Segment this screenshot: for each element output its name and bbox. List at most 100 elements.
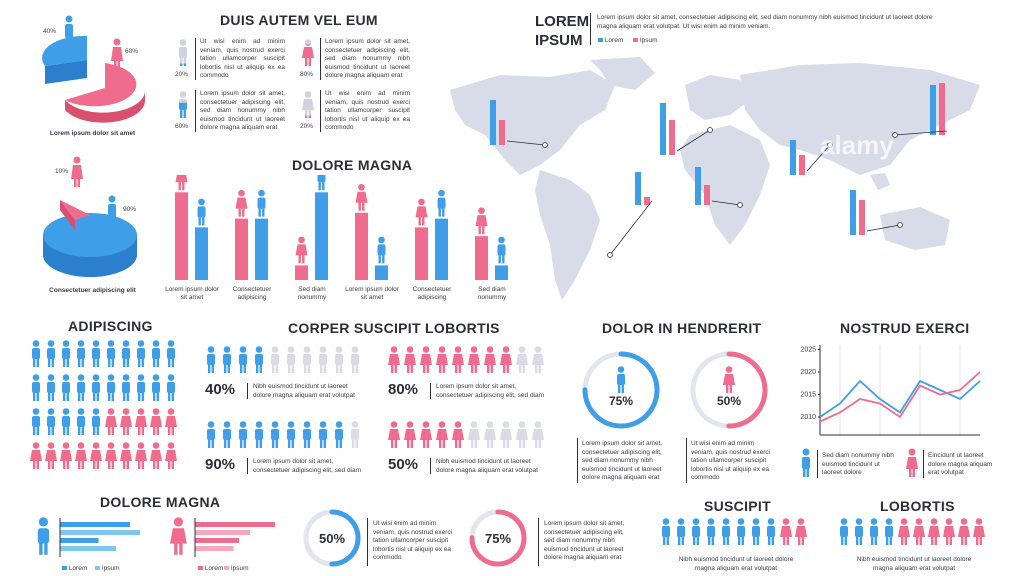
lobortis-text: Nibh euismod tincidunt ut laoreet dolore… (856, 556, 972, 572)
male-icon (92, 340, 100, 367)
male-icon (167, 374, 175, 401)
female-icon (120, 442, 132, 469)
male-icon (377, 236, 386, 264)
hbar (60, 522, 130, 527)
bar-category-label: adipiscing (418, 294, 447, 301)
male-icon (257, 189, 266, 217)
ring-50-bottom: 50% (300, 506, 364, 575)
bar-category-label: sit amet (181, 294, 204, 301)
hbar-legend: Ipsum (95, 565, 120, 574)
bar (175, 192, 188, 280)
male-icon (77, 374, 85, 401)
pie-chart-1: 40% 60% (35, 18, 146, 133)
map-bar-group (892, 83, 948, 138)
hbar-legend: Lorem (62, 565, 87, 574)
dolor-hendrerit-title: DOLOR IN HENDRERIT (602, 320, 762, 336)
bar (195, 227, 208, 280)
female-icon (120, 408, 132, 435)
male-icon (335, 346, 343, 373)
female-icon (500, 421, 512, 448)
person-icon-pink (906, 448, 918, 483)
hbar (60, 546, 116, 551)
map-bar-group (490, 100, 548, 148)
male-icon (62, 340, 70, 367)
ring-75: 75% (579, 348, 663, 437)
female-icon (484, 421, 496, 448)
male-icon (287, 346, 295, 373)
female-icon (150, 442, 162, 469)
ring-progress (582, 351, 660, 429)
female-icon (90, 442, 102, 469)
corper-item: 90% Lorem ipsum dolor sit amet, consectet… (205, 420, 365, 474)
duis-item-text: Lorem ipsum dolor sit amet, consectetuer… (325, 38, 410, 79)
lorem-ipsum-title-line2: IPSUM (535, 32, 583, 49)
corper-pct: 40% (205, 381, 236, 398)
map-bar (790, 140, 796, 175)
male-icon (617, 366, 625, 393)
male-icon (752, 518, 760, 545)
ring-50: 50% (687, 348, 771, 437)
female-icon (780, 518, 792, 545)
map-bar-group (660, 103, 713, 155)
male-icon (137, 374, 145, 401)
person-icon-pink (70, 156, 84, 188)
ring-progress (303, 509, 361, 567)
world-map (450, 57, 980, 300)
ring-pct-label: 75% (609, 394, 633, 408)
female-icon (898, 518, 910, 545)
lorem-ipsum-title: LOREM IPSUM (535, 12, 589, 50)
female-icon (468, 421, 480, 448)
male-icon (92, 374, 100, 401)
female-icon (302, 39, 314, 66)
male-icon (870, 518, 878, 545)
female-icon (302, 91, 314, 118)
person-icon-blue (62, 15, 76, 47)
duis-item-pct: 60% (175, 123, 189, 130)
corper-title: CORPER SUSCIPIT LOBORTIS (288, 320, 500, 336)
person-icon-blue (105, 195, 119, 227)
corper-item: 40% Nibh euismod tincidunt ut laoreet dol… (205, 345, 365, 399)
female-icon (355, 183, 368, 211)
male-icon (722, 518, 730, 545)
y-tick-label: 2010 (800, 414, 816, 421)
male-icon (840, 518, 848, 545)
female-icon (388, 346, 400, 373)
male-icon (77, 340, 85, 367)
lorem-ipsum-text: Lorem ipsum dolor sit amet, consectetuer… (597, 14, 933, 30)
female-icon (484, 346, 496, 373)
y-tick-label: 2020 (800, 369, 816, 376)
map-bar (499, 120, 505, 145)
y-tick-label: 2025 (800, 347, 816, 354)
bar (295, 265, 308, 280)
hbar-chart (37, 517, 275, 557)
bar-category-label: nonummy (298, 294, 327, 301)
line-chart: 2025 2020 2015 2010 (800, 345, 981, 436)
map-legend-a: Lorem (604, 37, 624, 44)
female-icon (436, 421, 448, 448)
bar (355, 212, 368, 280)
corper-text: Lorem ipsum dolor sit amet, consectetuer… (253, 458, 362, 474)
hbar (60, 530, 140, 535)
female-icon (302, 44, 314, 66)
female-icon (60, 442, 72, 469)
duis-item-text: Ut wisi enim ad minim veniam, quis nostr… (325, 90, 410, 131)
line-series (819, 379, 981, 418)
pie-chart-2: 10% 90% (35, 160, 155, 285)
male-icon (179, 91, 187, 118)
male-icon (223, 421, 231, 448)
male-icon (179, 39, 187, 66)
male-icon (677, 518, 685, 545)
female-icon (468, 346, 480, 373)
hbar-legend-a2: Lorem (204, 565, 224, 572)
hbar-legend: Lorem (198, 565, 223, 574)
ring-pct-label: 50% (717, 394, 741, 408)
male-icon (255, 346, 263, 373)
hbar (195, 530, 250, 535)
male-icon (303, 421, 311, 448)
hbar-legend-b2: Ipsum (230, 565, 249, 572)
pie1-pct-b: 60% (125, 48, 139, 55)
pie1-pct-a: 40% (43, 28, 57, 35)
bar-category-label: Lorem ipsum dolor (165, 286, 220, 293)
male-icon (92, 408, 100, 435)
bar-category-label: nonummy (478, 294, 507, 301)
